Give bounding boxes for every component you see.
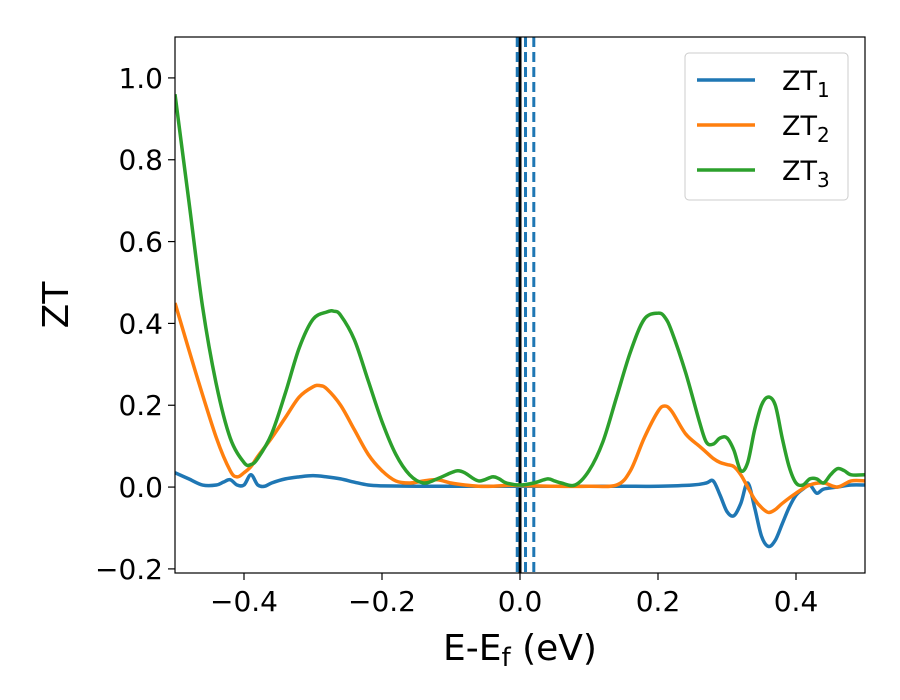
legend: ZT1 ZT2 ZT3 xyxy=(684,52,849,201)
legend-box xyxy=(684,52,849,201)
y-tick-label: −0.2 xyxy=(95,553,163,586)
y-axis-label: ZT xyxy=(36,281,77,329)
series-line-2 xyxy=(175,302,865,515)
y-tick-label: 1.0 xyxy=(118,62,163,95)
y-tick-label: 0.0 xyxy=(118,471,163,504)
x-tick-label: −0.4 xyxy=(210,585,278,618)
legend-label-1: ZT1 xyxy=(782,66,830,102)
x-tick-label: 0.2 xyxy=(636,585,681,618)
y-axis-ticks: −0.2 0.0 0.2 0.4 0.6 0.8 1.0 xyxy=(95,62,175,586)
legend-label-2: ZT2 xyxy=(782,111,830,147)
x-tick-label: 0.0 xyxy=(498,585,543,618)
x-axis-label: E-Ef (eV) xyxy=(443,628,597,673)
legend-label-3: ZT3 xyxy=(782,156,830,192)
series-line-3 xyxy=(175,94,865,488)
y-tick-label: 0.4 xyxy=(118,307,163,340)
fermi-level-markers xyxy=(515,37,536,573)
y-tick-label: 0.6 xyxy=(118,226,163,259)
y-tick-label: 0.2 xyxy=(118,389,163,422)
x-tick-label: 0.4 xyxy=(774,585,819,618)
x-tick-label: −0.2 xyxy=(348,585,416,618)
y-tick-label: 0.8 xyxy=(118,144,163,177)
series-lines xyxy=(175,94,865,549)
x-axis-ticks: −0.4 −0.2 0.0 0.2 0.4 xyxy=(210,573,818,618)
